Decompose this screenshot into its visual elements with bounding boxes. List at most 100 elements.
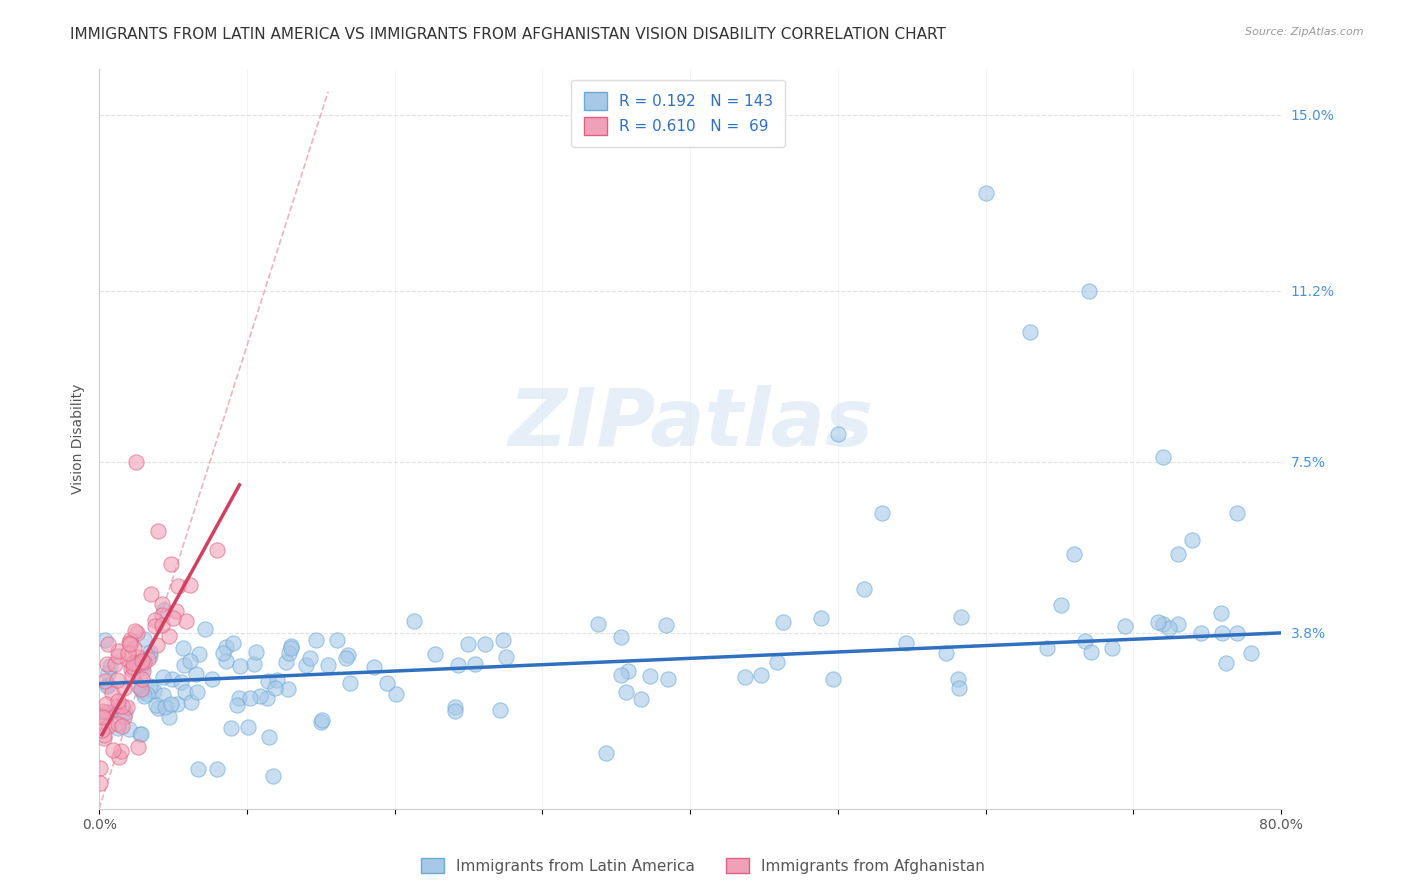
Point (127, 679, 149, 693)
Point (262, 769, 284, 783)
Point (228, 690, 250, 705)
Point (153, 700, 176, 714)
Point (200, 673, 222, 687)
Point (935, 646, 957, 660)
Point (146, 701, 169, 715)
Point (121, 668, 143, 682)
Point (946, 672, 969, 686)
Point (264, 681, 287, 695)
Point (657, 673, 679, 687)
Point (107, 749, 129, 764)
Point (1209, 607, 1232, 621)
Point (586, 617, 609, 632)
Point (122, 656, 145, 670)
Point (107, 673, 129, 687)
Point (94, 697, 117, 711)
Point (112, 681, 135, 695)
Point (1226, 626, 1249, 640)
Point (127, 626, 149, 640)
Point (96, 706, 118, 720)
Point (135, 687, 157, 701)
Point (101, 686, 124, 700)
Point (107, 644, 129, 658)
Point (150, 607, 173, 622)
Point (132, 656, 155, 670)
Point (184, 667, 207, 681)
Point (280, 640, 302, 655)
Point (118, 722, 141, 736)
Point (256, 691, 278, 706)
Point (166, 579, 188, 593)
Point (617, 664, 640, 678)
Point (610, 668, 633, 682)
Point (143, 613, 166, 627)
Text: IMMIGRANTS FROM LATIN AMERICA VS IMMIGRANTS FROM AFGHANISTAN VISION DISABILITY C: IMMIGRANTS FROM LATIN AMERICA VS IMMIGRA… (70, 27, 946, 42)
Point (239, 691, 262, 706)
Point (827, 427, 849, 442)
Point (749, 668, 772, 682)
Point (277, 647, 299, 661)
Point (1114, 619, 1136, 633)
Point (280, 639, 302, 653)
Point (186, 685, 208, 699)
Point (339, 676, 361, 690)
Point (385, 687, 408, 701)
Point (186, 762, 208, 776)
Point (89, 776, 111, 790)
Point (1101, 640, 1123, 655)
Point (464, 657, 486, 672)
Point (120, 637, 142, 651)
Point (1159, 621, 1181, 635)
Point (274, 655, 297, 669)
Point (1152, 616, 1174, 631)
Point (111, 718, 134, 732)
Point (107, 717, 129, 731)
Point (474, 637, 496, 651)
Point (139, 645, 162, 659)
Point (132, 632, 155, 647)
Point (187, 647, 209, 661)
Point (444, 704, 467, 718)
Point (111, 698, 134, 713)
Point (120, 633, 142, 648)
Point (489, 703, 512, 717)
Point (305, 633, 328, 648)
Point (179, 577, 201, 591)
Point (153, 603, 176, 617)
Point (110, 744, 132, 758)
Point (139, 679, 162, 693)
Point (97, 678, 120, 692)
Point (810, 611, 832, 625)
Point (117, 636, 139, 650)
Point (852, 582, 875, 597)
Point (222, 636, 245, 650)
Point (225, 698, 247, 712)
Text: Source: ZipAtlas.com: Source: ZipAtlas.com (1246, 27, 1364, 37)
Point (894, 636, 917, 650)
Point (97, 666, 120, 681)
Point (94, 633, 117, 648)
Point (949, 610, 972, 624)
Point (173, 684, 195, 698)
Point (131, 681, 153, 695)
Point (402, 614, 425, 628)
Point (129, 727, 152, 741)
Point (146, 638, 169, 652)
Point (101, 743, 124, 757)
Point (1240, 646, 1263, 660)
Point (375, 675, 398, 690)
Point (311, 714, 333, 728)
Point (150, 618, 173, 632)
Point (152, 669, 174, 683)
Point (179, 654, 201, 668)
Point (136, 652, 159, 666)
Point (134, 689, 156, 703)
Point (139, 648, 162, 663)
Point (96, 637, 118, 651)
Point (236, 719, 259, 733)
Point (974, 186, 997, 201)
Point (172, 640, 194, 655)
Point (120, 662, 142, 676)
Point (194, 622, 217, 636)
Point (93, 673, 115, 688)
